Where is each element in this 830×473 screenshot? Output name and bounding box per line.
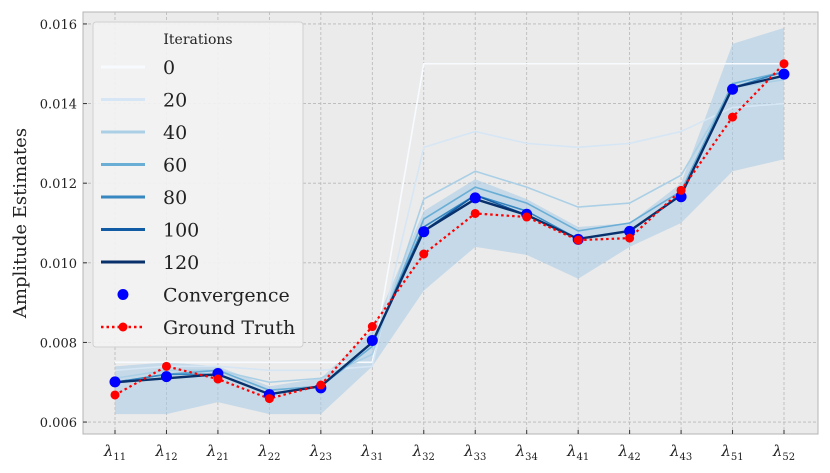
iteration-band [115,27,784,415]
estimate-band [115,27,784,415]
legend-box [92,21,304,348]
x-tick-label: λ23 [309,442,332,463]
x-tick-label: λ22 [257,442,280,463]
x-tick-label: λ51 [720,442,743,463]
iteration-line-120 [114,74,785,396]
x-tick-label: λ41 [566,442,589,463]
iteration-line-40 [114,78,785,384]
ground-truth-point [316,380,326,390]
ground-truth-point [625,233,635,243]
y-axis-label: Amplitude Estimates [10,128,31,319]
ground-truth-point [573,235,583,245]
legend-label-60: 60 [163,155,187,177]
convergence-point [675,191,687,203]
y-tick-label: 0.010 [40,257,77,272]
ground-truth-point [161,361,171,371]
x-tick-label: λ52 [772,442,795,463]
legend-label-0: 0 [163,57,175,79]
ground-truth-point [213,374,223,384]
ground-truth-point [676,185,686,195]
iteration-line-0 [115,62,784,364]
ground-truth-point [367,322,377,332]
legend-label-100: 100 [163,220,199,242]
x-tick-label: λ42 [617,442,640,463]
y-tick-label: 0.008 [40,336,77,351]
ground-truth-point [522,212,532,222]
iteration-line-20 [114,102,785,372]
x-tick-label: λ11 [103,442,126,463]
convergence-point [778,68,790,80]
ground-truth-point [779,59,789,69]
legend-label-120: 120 [163,252,199,274]
y-tick-label: 0.006 [40,416,77,431]
convergence-point [624,225,636,237]
x-tick-label: λ12 [154,442,177,463]
y-tick-label: 0.016 [40,18,77,33]
legend-title: Iterations [163,32,232,48]
y-tick-label: 0.012 [40,177,77,192]
legend-marker-convergence [117,289,129,300]
legend-label-20: 20 [163,90,187,112]
x-tick-label: λ34 [515,442,538,463]
legend: Iterations 0 20 40 60 80 100 120 Convergence Grou… [92,21,304,348]
x-tick-label: λ33 [463,442,486,463]
marker-series [109,59,790,404]
iteration-line-60 [114,70,785,392]
axes: 0.006 0.008 0.010 0.012 0.014 0.016 λ11 λ12 λ21 λ… [40,18,795,463]
ground-truth-line [114,62,785,400]
legend-label-40: 40 [163,122,187,144]
convergence-point [109,376,121,388]
legend-label-convergence: Convergence [163,285,290,307]
convergence-point [418,226,430,238]
convergence-point [366,334,378,346]
convergence-point [727,83,739,95]
legend-label-80: 80 [163,187,187,209]
legend-label-ground-truth: Ground Truth [163,317,295,339]
legend-marker-ground-truth [118,322,128,332]
ground-truth-point [264,394,274,404]
y-tick-label: 0.014 [40,98,77,113]
x-tick-label: λ43 [669,442,692,463]
x-tick-label: λ32 [412,442,435,463]
ground-truth-point [110,390,120,400]
ground-truth-point [419,249,429,259]
convergence-point [160,371,172,383]
x-tick-label: λ21 [206,442,229,463]
ground-truth-point [728,112,738,122]
convergence-point [469,192,481,204]
x-tick-label: λ31 [360,442,383,463]
iteration-lines [114,62,785,396]
ground-truth-point [470,208,480,218]
